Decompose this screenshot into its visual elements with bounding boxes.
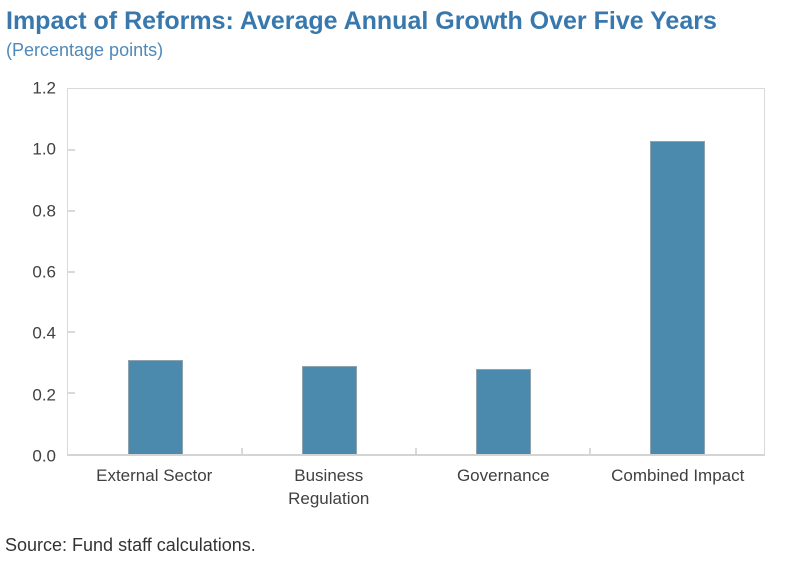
x-label-combined-impact: Combined Impact	[611, 466, 745, 485]
bar-cell-combined-impact	[590, 89, 764, 454]
x-label-cell: Business Regulation	[242, 464, 417, 510]
x-tick-mark	[241, 448, 243, 454]
x-label-external-sector: External Sector	[96, 466, 213, 485]
y-tick-label: 0.2	[32, 385, 56, 405]
bar-business-regulation	[301, 365, 357, 454]
plot-area	[67, 88, 765, 456]
bar-cell-governance	[416, 89, 590, 454]
y-tick-mark	[68, 209, 75, 212]
bar-cell-business-regulation	[242, 89, 416, 454]
x-tick-mark	[589, 448, 591, 454]
y-tick-label: 1.2	[32, 78, 56, 98]
source-note: Source: Fund staff calculations.	[5, 535, 256, 555]
chart-subtitle: (Percentage points)	[6, 40, 164, 60]
y-tick-label: 0.0	[32, 446, 56, 466]
bar-external-sector	[127, 359, 183, 454]
bar-cell-external-sector	[68, 89, 242, 454]
y-tick-mark	[68, 148, 75, 151]
x-label-cell: Governance	[416, 464, 591, 510]
x-label-business-regulation: Business Regulation	[288, 466, 370, 508]
bars-row	[68, 89, 764, 454]
x-label-cell: Combined Impact	[591, 464, 766, 510]
y-tick-label: 0.6	[32, 262, 56, 282]
x-label-cell: External Sector	[67, 464, 242, 510]
chart-title: Impact of Reforms: Average Annual Growth…	[6, 7, 717, 35]
bar-combined-impact	[649, 140, 705, 454]
y-tick-mark	[68, 270, 75, 273]
x-tick-mark	[415, 448, 417, 454]
y-axis: 0.0 0.2 0.4 0.6 0.8 1.0 1.2	[0, 80, 56, 465]
x-axis-labels: External Sector Business Regulation Gove…	[67, 464, 765, 510]
y-tick-label: 0.4	[32, 323, 56, 343]
y-tick-mark	[68, 392, 75, 395]
bar-governance	[475, 368, 531, 454]
y-tick-label: 0.8	[32, 201, 56, 221]
x-label-governance: Governance	[456, 466, 550, 485]
y-tick-mark	[68, 331, 75, 334]
y-tick-label: 1.0	[32, 139, 56, 159]
